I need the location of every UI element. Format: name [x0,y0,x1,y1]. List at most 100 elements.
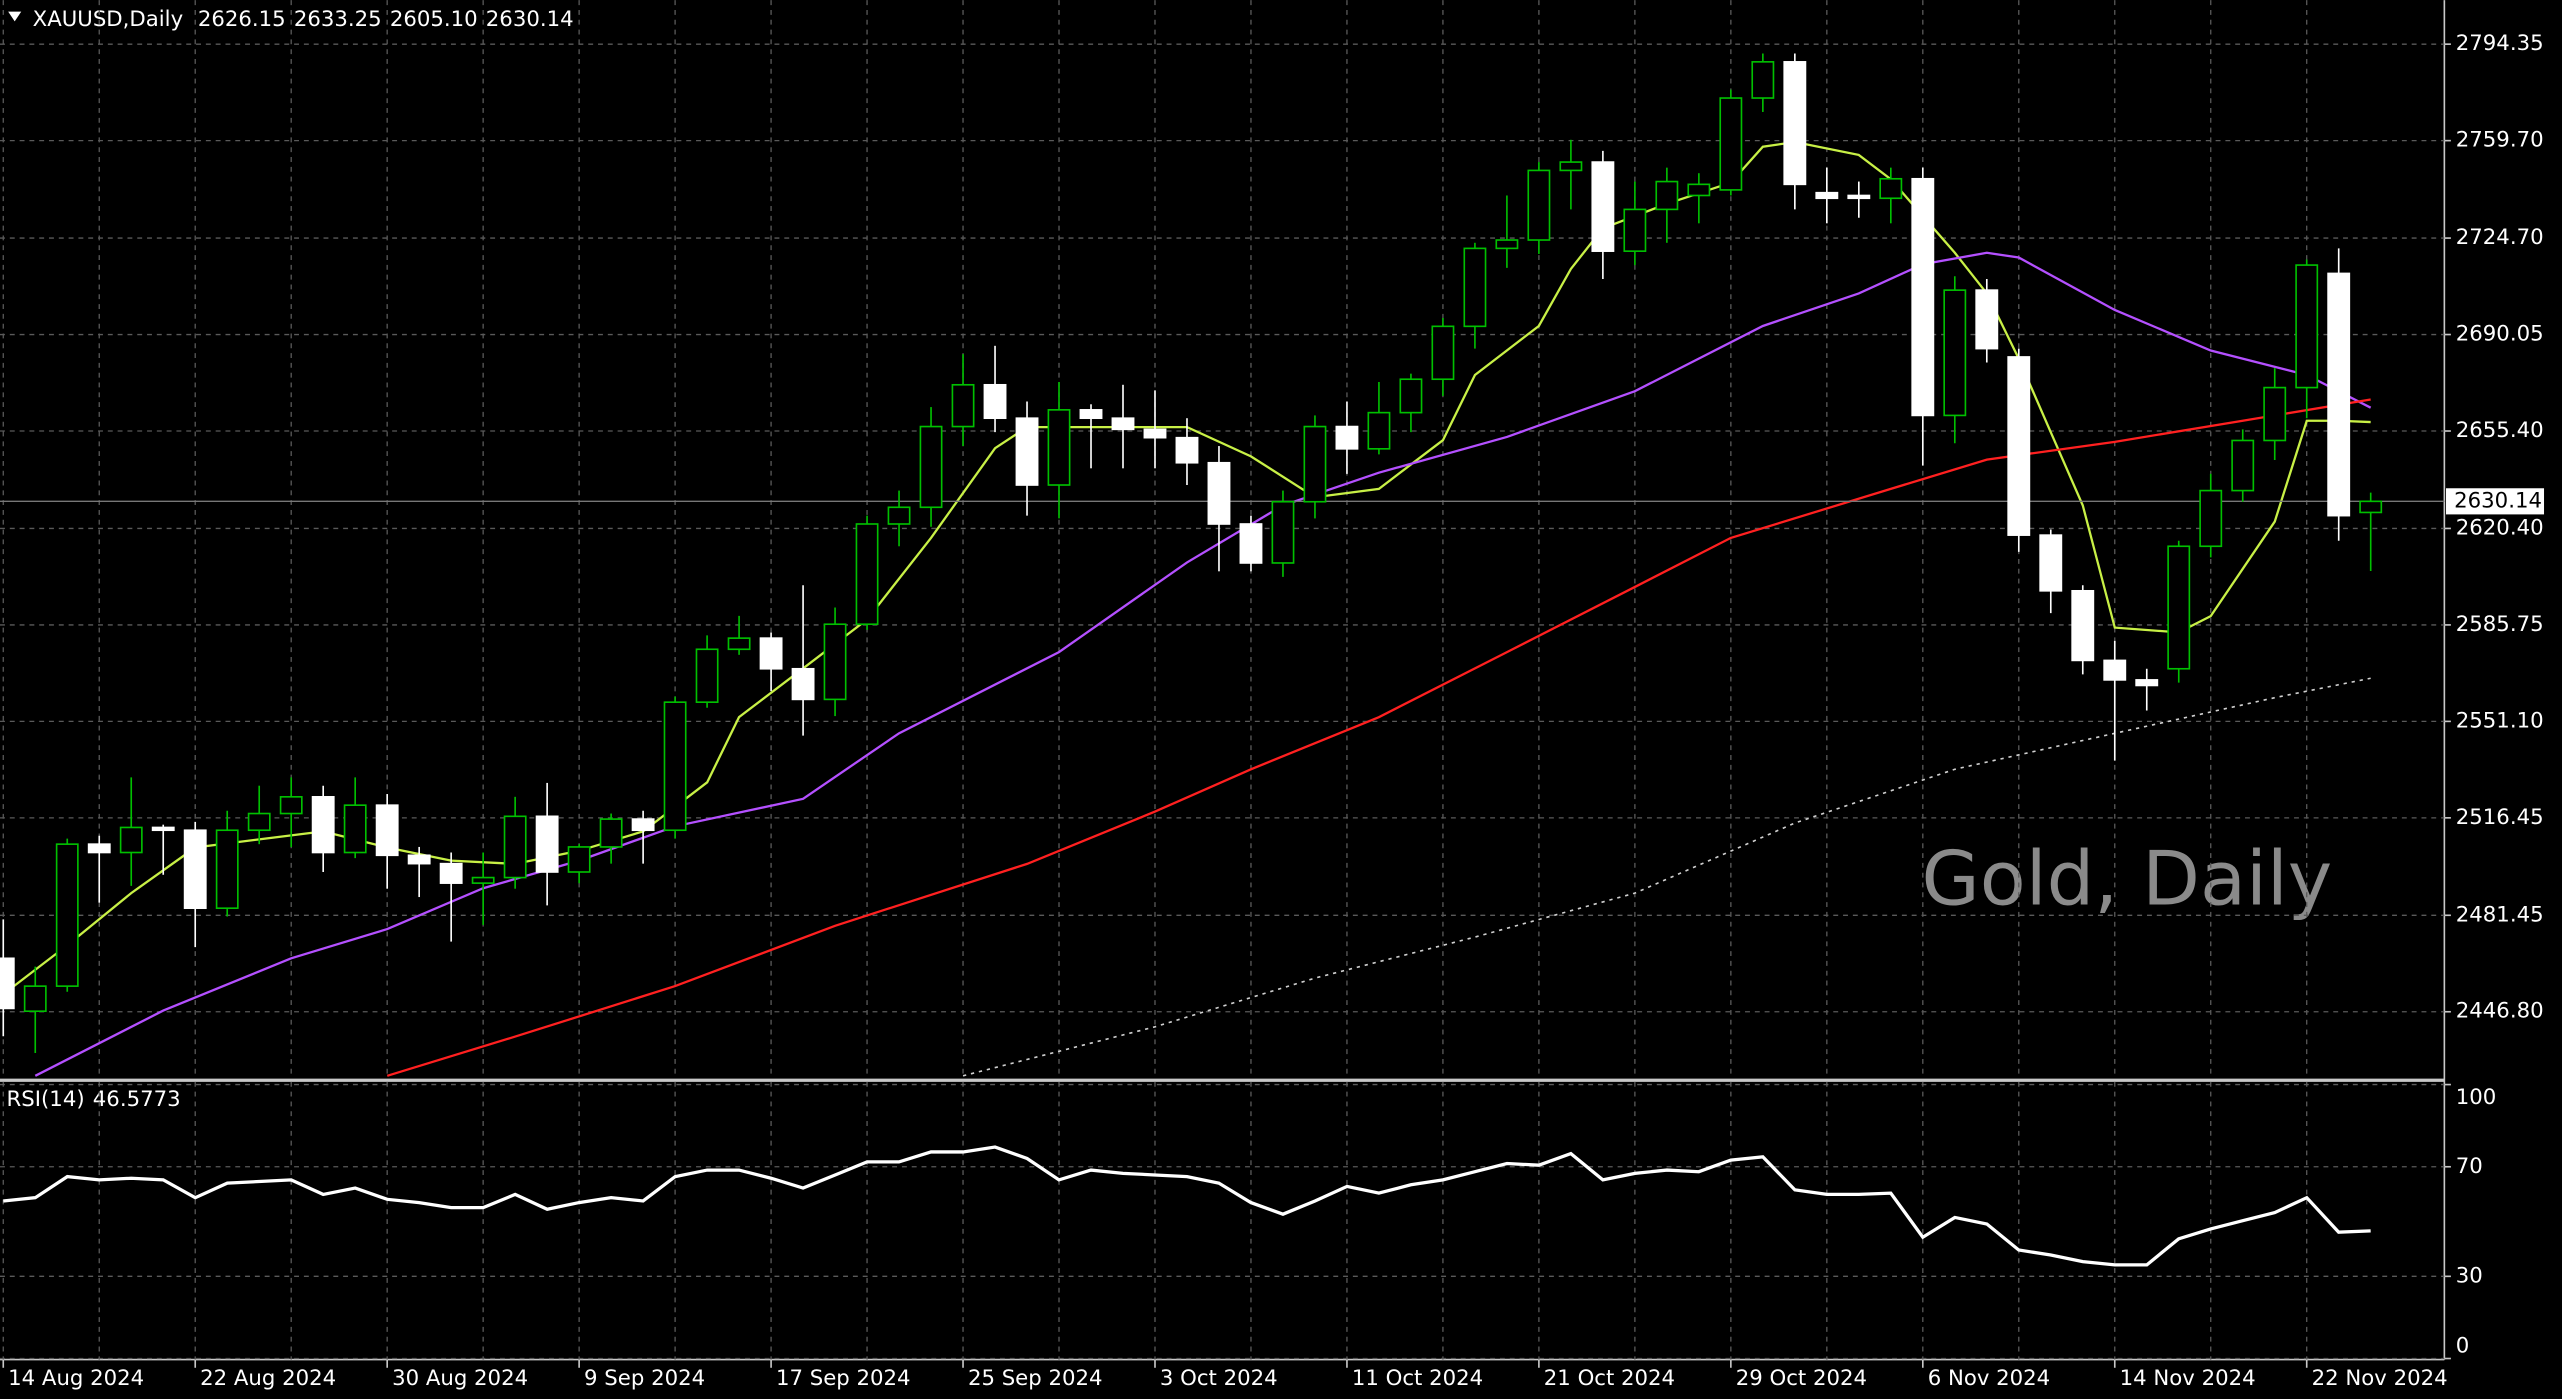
candle-body [823,623,847,701]
candle-body [1111,417,1135,431]
moving-average [34,251,2372,1077]
candle-body [1303,425,1327,503]
candle-body [311,796,335,854]
candle-body [887,506,911,525]
candle-body [1495,239,1519,250]
candle-body [2103,659,2127,681]
current-price-box [2445,488,2545,515]
x-tick-label: 21 Oct 2024 [1544,1366,1675,1391]
candle-body [919,425,943,509]
candle-body [1175,436,1199,464]
y-tick-label: 2585.75 [2456,612,2544,637]
y-tick-label: 2481.45 [2456,902,2544,927]
candle-body [407,854,431,865]
candle-body [1335,425,1359,450]
candle-body [1687,183,1711,197]
y-tick-label: 2516.45 [2456,805,2544,830]
candle-body [1655,180,1679,211]
candle-body [983,383,1007,420]
candle-body [343,804,367,854]
candle-body [1623,208,1647,252]
rsi-y-tick-label: 100 [2456,1085,2497,1110]
symbol: XAUUSD,Daily [33,7,183,32]
current-price-label: 2630.14 [2454,488,2542,513]
candle-body [1943,289,1967,417]
candle-body [1751,61,1775,99]
candle-body [951,383,975,428]
candle-body [2071,589,2095,662]
collapse-arrow[interactable] [8,11,22,22]
y-tick-label: 2759.70 [2456,128,2544,153]
candle-body [663,701,687,832]
candle-body [2199,489,2223,548]
candle-body [2231,439,2255,492]
candle-body [599,818,623,848]
y-tick-label: 2446.80 [2456,999,2544,1024]
candle-body [695,648,719,703]
candle-body [1527,169,1551,241]
rsi-y-tick-label: 0 [2456,1334,2470,1359]
candle-body [215,829,239,910]
y-tick-label: 2724.70 [2456,225,2544,250]
rsi-line [3,1145,2371,1267]
candle-body [247,812,271,832]
x-tick-label: 22 Nov 2024 [2312,1366,2448,1391]
candle-body [279,796,303,815]
candle-body [151,826,175,832]
candle-body [375,804,399,857]
chart-header: XAUUSD,Daily 2626.15 2633.25 2605.10 2630.14 [33,7,574,32]
candle-body [183,829,207,910]
candle-body [2359,500,2383,514]
x-tick-label: 25 Sep 2024 [968,1366,1103,1391]
rsi-y-tick-label: 70 [2456,1154,2483,1179]
rsi-current: 46.5773 [93,1087,181,1112]
x-tick-label: 22 Aug 2024 [200,1366,336,1391]
candle-body [119,826,143,854]
x-tick-label: 3 Oct 2024 [1160,1366,1278,1391]
moving-average [962,677,2371,1077]
candle-body [1079,409,1103,420]
candle-body [855,523,879,626]
candle-body [1271,500,1295,564]
candle-body [1591,161,1615,252]
candle-body [1047,409,1071,486]
candle-body [727,637,751,651]
x-tick-label: 17 Sep 2024 [776,1366,911,1391]
candle-body [2327,272,2351,517]
candle-body [631,818,655,832]
candle-body [1975,289,1999,350]
rsi-y-tick-label: 30 [2456,1263,2483,1288]
y-tick-label: 2551.10 [2456,708,2544,733]
y-tick-label: 2690.05 [2456,322,2544,347]
candle-body [759,637,783,670]
x-tick-label: 9 Sep 2024 [584,1366,705,1391]
candle-body [1431,325,1455,381]
watermark: Gold, Daily [1922,835,2333,923]
candle-body [1239,523,1263,564]
candle-body [2135,679,2159,687]
candle-body [1719,97,1743,191]
y-tick-label: 2655.40 [2456,418,2544,443]
close-value: 2630.14 [486,7,574,32]
candle-body [1015,417,1039,486]
candle-body [87,843,111,854]
candle-body [1143,428,1167,439]
rsi-header: RSI(14) 46.5773 [7,1087,181,1112]
candle-body [1559,161,1583,172]
candle-body [0,957,15,1010]
candle-body [2263,386,2287,442]
candle-body [791,667,815,701]
x-tick-label: 11 Oct 2024 [1352,1366,1483,1391]
rsi-name: RSI(14) [7,1087,85,1112]
x-tick-label: 14 Aug 2024 [8,1366,144,1391]
moving-average [386,398,2371,1077]
candle-body [1367,411,1391,450]
candle-body [2007,356,2031,536]
candle-body [23,985,47,1013]
candle-body [1879,177,1903,200]
candle-body [2295,264,2319,389]
candle-body [2167,545,2191,670]
candle-body [1399,378,1423,414]
candle-body [567,846,591,873]
x-tick-label: 6 Nov 2024 [1928,1366,2051,1391]
